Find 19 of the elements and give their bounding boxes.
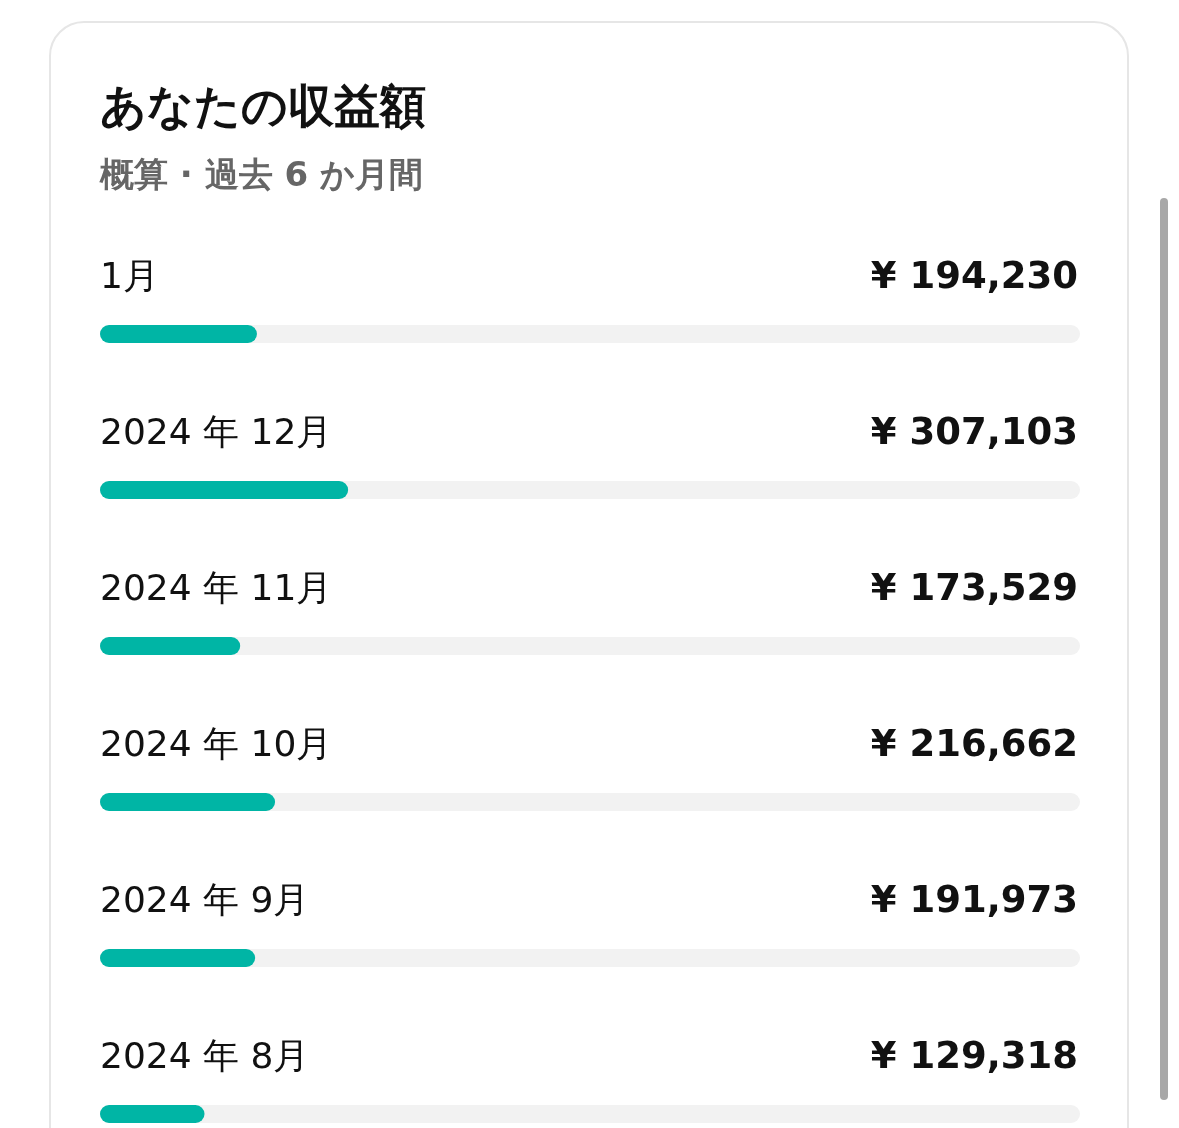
bar	[100, 1105, 205, 1123]
bar	[100, 949, 256, 967]
bar	[100, 325, 257, 343]
bar	[100, 637, 241, 655]
y-tick-label: 2024 年 9月	[100, 879, 310, 920]
chart-subtitle: 概算 · 過去 6 か月間	[99, 154, 423, 194]
data-label: ¥ 191,973	[870, 878, 1078, 921]
data-label: ¥ 216,662	[870, 722, 1078, 765]
data-label: ¥ 307,103	[870, 410, 1078, 453]
chart-title: あなたの収益額	[100, 79, 426, 133]
data-label: ¥ 129,318	[870, 1034, 1078, 1077]
y-tick-label: 2024 年 12月	[100, 411, 333, 452]
data-label: ¥ 194,230	[870, 254, 1078, 297]
y-tick-label: 2024 年 11月	[100, 567, 333, 608]
y-tick-label: 2024 年 10月	[100, 723, 333, 764]
bar	[100, 793, 276, 811]
y-tick-label: 2024 年 8月	[100, 1035, 310, 1076]
y-tick-label: 1月	[100, 255, 159, 296]
data-label: ¥ 173,529	[870, 566, 1078, 609]
